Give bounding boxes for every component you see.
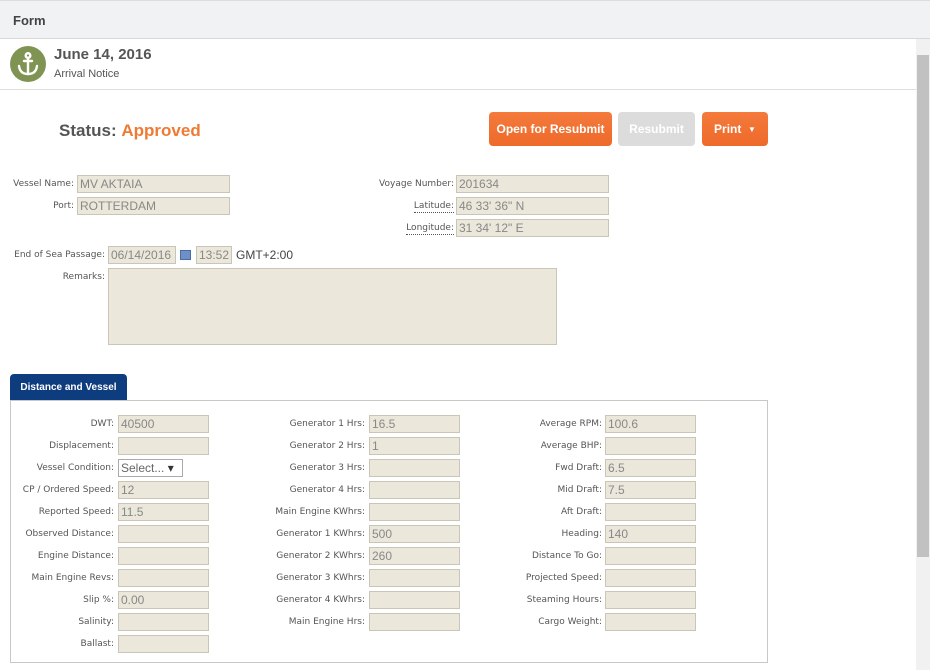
field-label: Distance To Go: — [531, 551, 602, 561]
field-input[interactable] — [605, 591, 696, 609]
field-label: Generator 1 KWhrs: — [276, 529, 365, 539]
field-label: Cargo Weight: — [538, 617, 602, 627]
field-input[interactable] — [605, 503, 696, 521]
field-label: Observed Distance: — [25, 529, 114, 539]
field-label: Fwd Draft: — [555, 463, 602, 473]
field-input[interactable]: 1 — [369, 437, 460, 455]
field-input[interactable] — [369, 459, 460, 477]
field-label: Mid Draft: — [557, 485, 602, 495]
port-field[interactable]: ROTTERDAM — [77, 197, 230, 215]
print-button[interactable]: Print ▼ — [702, 112, 768, 146]
field-input[interactable]: 500 — [369, 525, 460, 543]
field-label: Main Engine Revs: — [31, 573, 115, 583]
field-input[interactable] — [369, 591, 460, 609]
field-label: Generator 4 KWhrs: — [276, 595, 365, 605]
field-label: Heading: — [561, 529, 602, 539]
field-input[interactable] — [118, 437, 209, 455]
field-label: Steaming Hours: — [526, 595, 602, 605]
field-input[interactable] — [118, 635, 209, 653]
form-date: June 14, 2016 — [54, 46, 152, 63]
field-label: CP / Ordered Speed: — [22, 485, 114, 495]
title-bar: Form — [0, 0, 930, 39]
distance-vessel-panel — [10, 400, 768, 663]
field-label: Generator 2 KWhrs: — [276, 551, 365, 561]
window-title: Form — [13, 13, 46, 28]
field-label: Slip %: — [83, 595, 114, 605]
field-label: DWT: — [90, 419, 114, 429]
field-input[interactable] — [605, 569, 696, 587]
field-label: Salinity: — [78, 617, 114, 627]
field-input[interactable] — [118, 525, 209, 543]
field-label: Average BHP: — [540, 441, 602, 451]
field-label: Average RPM: — [539, 419, 602, 429]
field-input[interactable] — [369, 503, 460, 521]
field-input[interactable] — [605, 613, 696, 631]
longitude-field[interactable]: 31 34' 12" E — [456, 219, 609, 237]
field-input[interactable] — [605, 437, 696, 455]
field-label: Vessel Condition: — [36, 463, 114, 473]
field-input[interactable]: 12 — [118, 481, 209, 499]
field-input[interactable] — [369, 569, 460, 587]
anchor-icon — [10, 46, 46, 82]
eosp-date-field[interactable]: 06/14/2016 — [108, 246, 176, 264]
voyage-number-field[interactable]: 201634 — [456, 175, 609, 193]
field-label: Generator 4 Hrs: — [289, 485, 365, 495]
scrollbar-thumb[interactable] — [917, 55, 929, 557]
form-type: Arrival Notice — [54, 68, 120, 80]
field-label: Generator 2 Hrs: — [289, 441, 365, 451]
form-header — [0, 39, 916, 90]
field-label: Main Engine Hrs: — [288, 617, 365, 627]
field-label: Ballast: — [80, 639, 114, 649]
field-input[interactable] — [605, 547, 696, 565]
field-label: Reported Speed: — [38, 507, 114, 517]
field-label: Projected Speed: — [525, 573, 602, 583]
field-input[interactable]: 0.00 — [118, 591, 209, 609]
field-label: Main Engine KWhrs: — [275, 507, 365, 517]
timezone: GMT+2:00 — [236, 248, 294, 262]
field-label: Aft Draft: — [561, 507, 602, 517]
vessel-name-field[interactable]: MV AKTAIA — [77, 175, 230, 193]
field-input[interactable] — [118, 547, 209, 565]
field-label: Engine Distance: — [37, 551, 114, 561]
remarks-field[interactable] — [108, 268, 557, 345]
field-input[interactable] — [369, 481, 460, 499]
field-input[interactable]: 140 — [605, 525, 696, 543]
field-input[interactable]: 260 — [369, 547, 460, 565]
resubmit-button[interactable]: Resubmit — [618, 112, 695, 146]
field-label: Displacement: — [49, 441, 114, 451]
field-label: Generator 3 KWhrs: — [276, 573, 365, 583]
field-input[interactable]: 11.5 — [118, 503, 209, 521]
calendar-icon[interactable] — [180, 250, 191, 260]
caret-down-icon: ▼ — [748, 124, 756, 134]
field-input[interactable]: 6.5 — [605, 459, 696, 477]
field-input[interactable] — [118, 613, 209, 631]
vessel-condition-select[interactable]: Select... ▾ — [118, 459, 183, 477]
open-for-resubmit-button[interactable]: Open for Resubmit — [489, 112, 612, 146]
field-input[interactable] — [118, 569, 209, 587]
eosp-time-field[interactable]: 13:52 — [196, 246, 232, 264]
field-input[interactable]: 100.6 — [605, 415, 696, 433]
latitude-field[interactable]: 46 33' 36" N — [456, 197, 609, 215]
field-input[interactable]: 40500 — [118, 415, 209, 433]
status-value: Approved — [121, 121, 201, 140]
status: Status: Approved — [59, 121, 201, 140]
field-label: Generator 1 Hrs: — [289, 419, 365, 429]
chevron-down-icon: ▾ — [164, 461, 174, 475]
field-input[interactable]: 7.5 — [605, 481, 696, 499]
field-input[interactable] — [369, 613, 460, 631]
field-label: Generator 3 Hrs: — [289, 463, 365, 473]
field-input[interactable]: 16.5 — [369, 415, 460, 433]
tab-distance-and-vessel[interactable]: Distance and Vessel — [10, 374, 127, 401]
